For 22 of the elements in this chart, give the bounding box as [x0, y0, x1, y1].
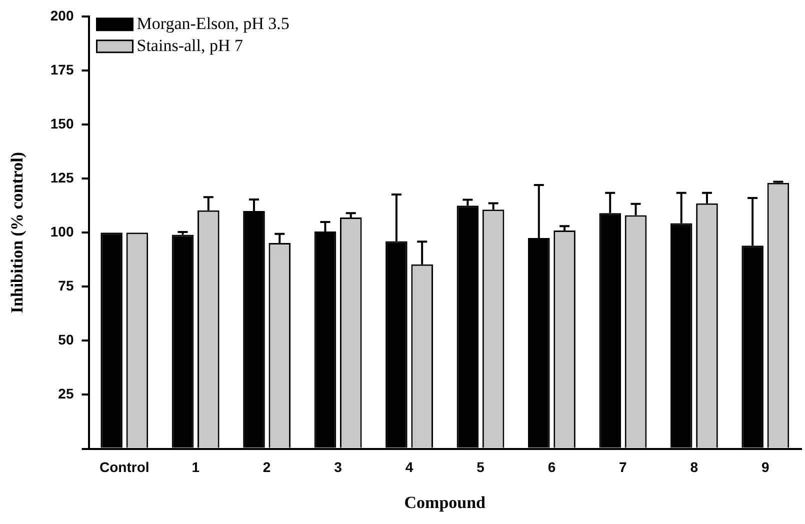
x-tick-label: 1 [192, 459, 200, 476]
x-tick-label: 6 [548, 459, 556, 476]
x-tick-label: 8 [690, 459, 698, 476]
x-tick-label: 3 [334, 459, 342, 476]
x-tick-label: 9 [761, 459, 770, 476]
y-tick-label: 100 [50, 223, 74, 240]
x-tick-label: 5 [476, 459, 485, 476]
x-tick-label: Control [99, 459, 150, 476]
y-tick-label: 125 [50, 169, 74, 186]
x-tick-label: 2 [262, 459, 271, 476]
legend-label: Morgan-Elson, pH 3.5 [136, 14, 290, 33]
y-tick-label: 175 [50, 61, 74, 78]
x-axis-title: Compound [404, 493, 486, 512]
x-tick-label: 7 [619, 459, 628, 476]
y-axis-title: Inhibition (% control) [8, 152, 27, 314]
y-tick-label: 150 [50, 115, 74, 132]
y-tick-label: 50 [58, 332, 74, 348]
y-tick-label: 75 [58, 278, 74, 294]
x-tick-label: 4 [405, 459, 414, 476]
y-tick-label: 200 [50, 7, 74, 24]
y-tick-label: 25 [58, 386, 74, 402]
legend-label: Stains-all, pH 7 [136, 36, 244, 55]
